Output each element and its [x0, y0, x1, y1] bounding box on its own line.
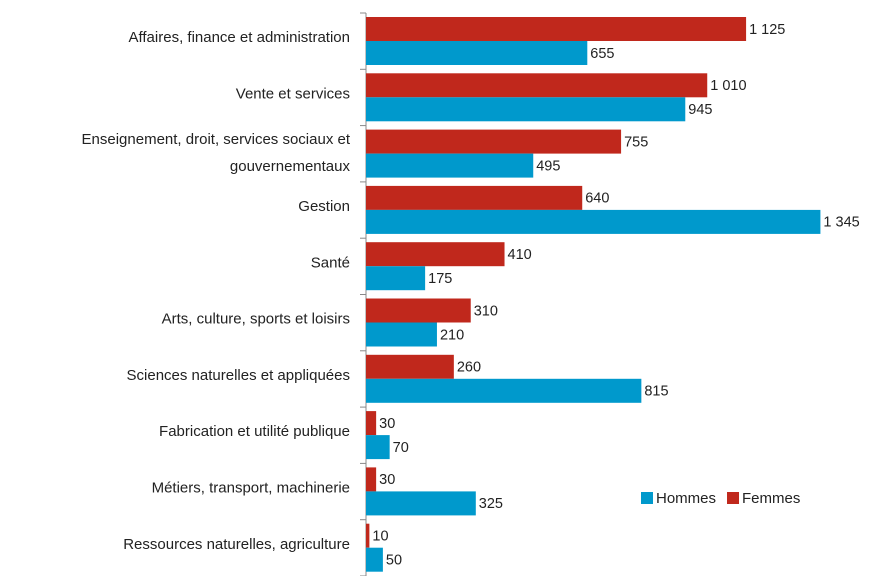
value-label: 410	[508, 247, 532, 263]
y-tick-label: Sciences naturelles et appliquées	[127, 367, 350, 384]
bar	[366, 378, 642, 403]
bar	[366, 242, 505, 267]
bar	[366, 209, 821, 234]
value-label: 30	[379, 472, 395, 488]
value-label: 945	[688, 102, 712, 118]
legend-label: Hommes	[656, 490, 716, 507]
bar	[366, 435, 390, 460]
bar	[366, 322, 437, 347]
value-label: 310	[474, 303, 498, 319]
value-label: 1 010	[710, 78, 746, 94]
bar	[366, 129, 622, 154]
y-tick-label: Fabrication et utilité publique	[159, 423, 350, 440]
bar	[366, 73, 708, 98]
y-tick-label: gouvernementaux	[230, 158, 351, 175]
bar	[366, 523, 370, 548]
value-label: 175	[428, 271, 452, 287]
y-tick-label: Gestion	[298, 198, 350, 215]
value-label: 30	[379, 416, 395, 432]
y-tick-label: Ressources naturelles, agriculture	[123, 536, 350, 553]
value-label: 640	[585, 191, 609, 207]
bar	[366, 97, 686, 122]
value-label: 495	[536, 158, 560, 174]
y-tick-label: Affaires, finance et administration	[128, 29, 350, 46]
y-tick-label: Enseignement, droit, services sociaux et	[82, 131, 351, 148]
bar	[366, 298, 471, 323]
value-label: 655	[590, 46, 614, 62]
y-tick-label: Vente et services	[236, 85, 350, 102]
y-tick-label: Métiers, transport, machinerie	[152, 480, 350, 497]
bar	[366, 41, 588, 65]
y-tick-label: Arts, culture, sports et loisirs	[162, 311, 350, 328]
value-label: 325	[479, 496, 503, 512]
bar	[366, 153, 534, 178]
bar	[366, 185, 583, 210]
value-label: 50	[386, 553, 402, 569]
value-label: 815	[644, 384, 668, 400]
value-label: 210	[440, 327, 464, 343]
bar	[366, 354, 454, 379]
value-label: 1 345	[823, 215, 859, 231]
legend-swatch	[727, 492, 740, 504]
bar	[366, 17, 747, 41]
bar	[366, 411, 377, 436]
value-label: 260	[457, 360, 481, 376]
value-label: 1 125	[749, 22, 785, 38]
value-label: 755	[624, 134, 648, 150]
value-label: 70	[393, 440, 409, 456]
value-label: 10	[372, 529, 388, 545]
legend-swatch	[641, 492, 653, 504]
bar	[366, 266, 426, 291]
bar	[366, 547, 383, 572]
legend-label: Femmes	[742, 490, 800, 507]
y-tick-label: Santé	[311, 254, 350, 271]
bar	[366, 467, 377, 492]
bar	[366, 491, 476, 516]
